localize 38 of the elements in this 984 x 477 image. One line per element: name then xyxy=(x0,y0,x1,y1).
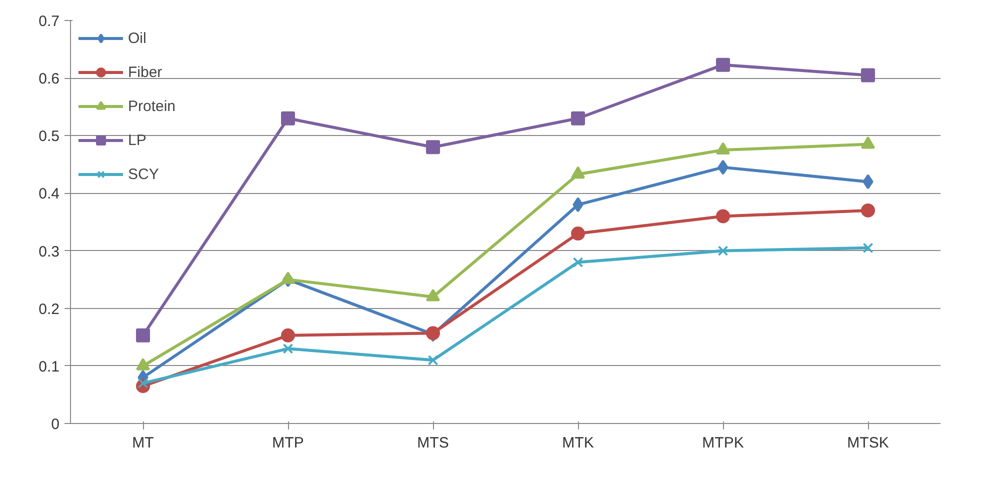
legend-label: LP xyxy=(128,132,148,148)
y-tick-label: 0.5 xyxy=(38,128,60,146)
point xyxy=(862,242,874,254)
legend-label: Fiber xyxy=(128,64,162,80)
point xyxy=(571,111,585,126)
x-tick-label: MTP xyxy=(272,434,304,452)
point xyxy=(718,246,728,256)
point xyxy=(428,354,438,366)
x-tick-label: MTK xyxy=(562,434,594,452)
y-tick-label: 0.1 xyxy=(38,358,60,376)
point xyxy=(861,204,875,218)
point xyxy=(136,328,150,342)
point xyxy=(572,197,584,212)
point xyxy=(862,174,874,190)
y-tick-label: 0.4 xyxy=(38,186,60,203)
legend-label: SCY xyxy=(128,166,159,182)
point xyxy=(282,343,294,354)
y-tick-label: 0.2 xyxy=(38,300,60,318)
y-tick-label: 0.3 xyxy=(38,243,60,260)
point xyxy=(281,328,295,342)
point xyxy=(572,257,584,268)
point xyxy=(716,58,730,72)
y-tick-label: 0.7 xyxy=(38,13,60,30)
point xyxy=(718,160,728,175)
x-tick-label: MTS xyxy=(417,434,449,452)
x-tick-label: MTPK xyxy=(702,434,744,452)
point xyxy=(281,272,295,284)
point xyxy=(426,140,440,154)
legend-label: Oil xyxy=(128,30,148,46)
point xyxy=(571,226,585,240)
x-tick-label: MTSK xyxy=(847,434,889,452)
x-tick-label: MT xyxy=(132,434,154,452)
point xyxy=(861,68,875,82)
point xyxy=(281,111,295,126)
point xyxy=(716,209,730,224)
y-tick-label: 0.6 xyxy=(38,70,60,88)
legend-label: Protein xyxy=(128,98,176,114)
y-tick-label: 0 xyxy=(51,416,60,433)
